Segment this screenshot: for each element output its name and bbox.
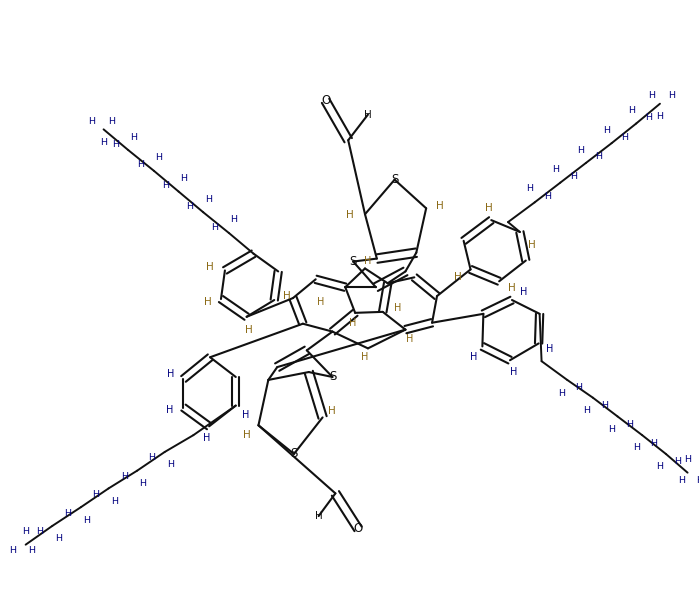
Text: H: H: [346, 210, 354, 220]
Text: H: H: [88, 117, 95, 126]
Text: H: H: [520, 287, 528, 297]
Text: H: H: [111, 496, 118, 506]
Text: H: H: [206, 263, 214, 272]
Text: H: H: [9, 546, 16, 555]
Text: H: H: [317, 297, 324, 307]
Text: H: H: [28, 546, 35, 555]
Text: H: H: [546, 344, 553, 355]
Text: H: H: [508, 283, 516, 293]
Text: H: H: [242, 411, 250, 420]
Text: H: H: [108, 117, 115, 126]
Text: H: H: [121, 472, 128, 481]
Text: H: H: [205, 195, 212, 204]
Text: H: H: [361, 352, 368, 362]
Text: H: H: [55, 535, 62, 543]
Text: H: H: [36, 527, 43, 536]
Text: H: H: [350, 318, 357, 328]
Text: H: H: [140, 479, 147, 488]
Text: H: H: [454, 272, 461, 282]
Text: S: S: [290, 448, 298, 460]
Text: H: H: [167, 369, 174, 379]
Text: S: S: [350, 255, 357, 268]
Text: H: H: [621, 133, 628, 142]
Text: H: H: [148, 454, 155, 463]
Text: H: H: [603, 126, 610, 135]
Text: H: H: [186, 202, 193, 211]
Text: H: H: [575, 384, 582, 393]
Text: H: H: [485, 204, 493, 213]
Text: H: H: [601, 401, 608, 410]
Text: H: H: [696, 476, 699, 485]
Text: H: H: [470, 352, 477, 362]
Text: H: H: [584, 406, 591, 415]
Text: H: H: [203, 433, 211, 443]
Text: H: H: [283, 291, 291, 301]
Text: H: H: [675, 457, 682, 466]
Text: H: H: [328, 405, 336, 416]
Text: H: H: [64, 509, 71, 518]
Text: H: H: [608, 425, 615, 434]
Text: H: H: [364, 109, 372, 120]
Text: H: H: [405, 335, 413, 344]
Text: H: H: [633, 443, 640, 452]
Text: H: H: [684, 455, 691, 464]
Text: H: H: [646, 113, 653, 122]
Text: H: H: [112, 140, 119, 149]
Text: H: H: [651, 439, 658, 448]
Text: H: H: [436, 201, 444, 211]
Text: H: H: [243, 430, 250, 440]
Text: H: H: [100, 138, 107, 147]
Text: O: O: [354, 522, 363, 535]
Text: H: H: [230, 214, 237, 223]
Text: H: H: [212, 222, 219, 231]
Text: H: H: [138, 161, 145, 169]
Text: H: H: [167, 460, 174, 469]
Text: H: H: [394, 303, 401, 313]
Text: H: H: [649, 91, 656, 100]
Text: H: H: [656, 462, 663, 471]
Text: H: H: [628, 106, 635, 115]
Text: O: O: [321, 94, 330, 108]
Text: H: H: [155, 153, 162, 162]
Text: H: H: [577, 146, 584, 155]
Text: H: H: [166, 405, 173, 414]
Text: S: S: [329, 370, 336, 384]
Text: H: H: [678, 476, 685, 485]
Text: H: H: [510, 367, 518, 377]
Text: H: H: [626, 420, 633, 429]
Text: H: H: [668, 91, 675, 100]
Text: H: H: [528, 240, 535, 250]
Text: H: H: [204, 297, 212, 307]
Text: H: H: [552, 165, 559, 175]
Text: H: H: [364, 255, 372, 266]
Text: H: H: [92, 490, 99, 499]
Text: H: H: [83, 515, 90, 524]
Text: H: H: [544, 192, 551, 201]
Text: H: H: [558, 389, 565, 398]
Text: S: S: [391, 173, 398, 186]
Text: H: H: [656, 112, 663, 121]
Text: H: H: [130, 133, 137, 142]
Text: H: H: [22, 527, 29, 536]
Text: H: H: [245, 324, 252, 335]
Text: H: H: [180, 174, 187, 183]
Text: H: H: [162, 181, 169, 190]
Text: H: H: [596, 152, 603, 161]
Text: H: H: [570, 172, 577, 181]
Text: H: H: [526, 184, 533, 193]
Text: H: H: [315, 511, 322, 521]
